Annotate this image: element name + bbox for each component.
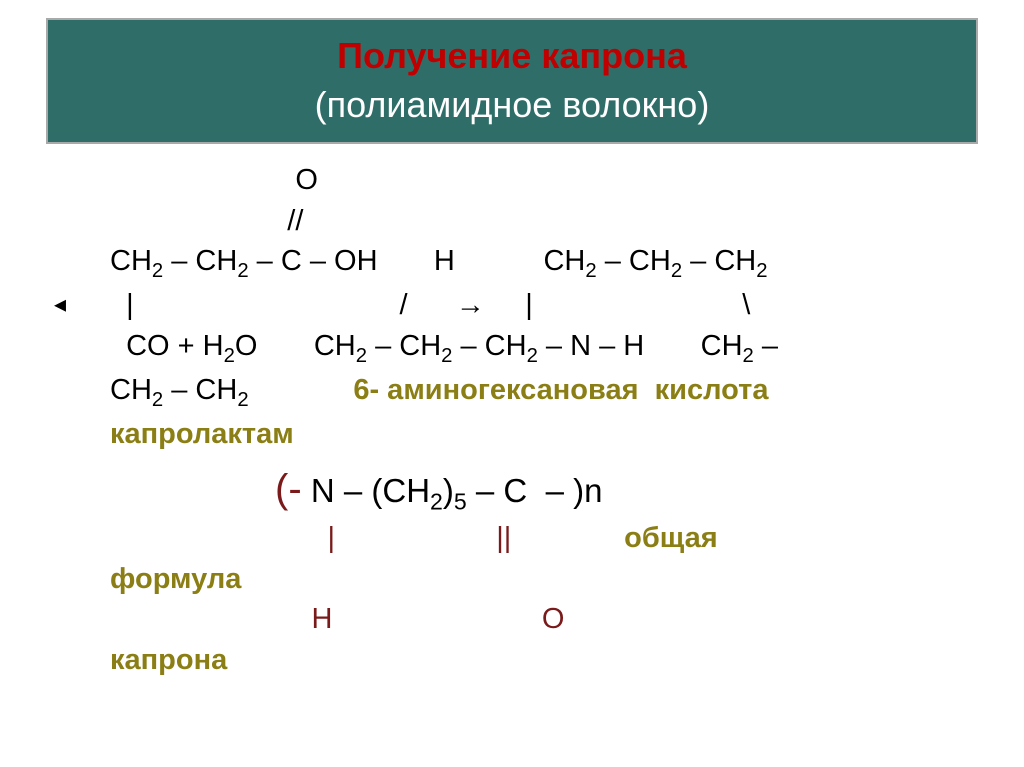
pad bbox=[511, 522, 624, 554]
double-bond: || bbox=[496, 522, 511, 554]
sub2: 2 bbox=[756, 260, 767, 282]
txt: – CH bbox=[452, 330, 526, 362]
atom-O: O bbox=[295, 164, 318, 196]
title-line-2: (полиамидное волокно) bbox=[48, 81, 976, 130]
label-kapron: капрона bbox=[110, 644, 227, 676]
label-general: общая bbox=[624, 522, 726, 554]
sub2: 2 bbox=[237, 389, 248, 411]
atom-H: H bbox=[311, 603, 332, 635]
title-line-1: Получение капрона bbox=[48, 32, 976, 81]
txt: CH bbox=[110, 245, 152, 277]
sub2: 2 bbox=[671, 260, 682, 282]
polymer-atoms-line: H O bbox=[110, 599, 990, 640]
chem-line-7: капролактам bbox=[110, 414, 990, 455]
sub2: 2 bbox=[743, 345, 754, 367]
txt: – N – H CH bbox=[538, 330, 743, 362]
polymer-line: (- N – (CH2)5 – C – )n bbox=[110, 461, 990, 518]
chem-line-1: O bbox=[110, 160, 990, 201]
txt: – bbox=[754, 330, 786, 362]
pad bbox=[335, 522, 496, 554]
chem-line-3: CH2 – CH2 – C – OH H CH2 – CH2 – CH2 bbox=[110, 241, 990, 285]
label-caprolactam: капролактам bbox=[110, 418, 294, 450]
single-bond: | bbox=[328, 522, 336, 554]
kapron-label-line: капрона bbox=[110, 640, 990, 681]
sub2: 2 bbox=[527, 345, 538, 367]
polymer-bonds-line: | || общая bbox=[110, 518, 990, 559]
pad bbox=[249, 374, 354, 406]
txt: – CH bbox=[682, 245, 756, 277]
txt: ) bbox=[443, 472, 454, 509]
pad bbox=[110, 603, 311, 635]
pad bbox=[110, 205, 287, 237]
sub2: 2 bbox=[152, 389, 163, 411]
sub2: 2 bbox=[237, 260, 248, 282]
sub2: 2 bbox=[152, 260, 163, 282]
sub2: 2 bbox=[356, 345, 367, 367]
chem-line-6: CH2 – CH2 6- аминогексановая кислота bbox=[110, 370, 990, 414]
pad bbox=[110, 522, 328, 554]
txt: – C – OH H CH bbox=[249, 245, 586, 277]
bullet-arrow-icon: ◂ bbox=[54, 290, 66, 319]
pad bbox=[110, 164, 295, 196]
title-header: Получение капрона (полиамидное волокно) bbox=[46, 18, 978, 144]
txt: CH bbox=[110, 374, 152, 406]
txt: – CH bbox=[367, 330, 441, 362]
chem-line-5: CO + H2O CH2 – CH2 – CH2 – N – H CH2 – bbox=[110, 326, 990, 370]
pad bbox=[332, 603, 542, 635]
atom-O: O bbox=[542, 603, 565, 635]
label-formula: формула bbox=[110, 563, 241, 595]
sub2: 2 bbox=[224, 345, 235, 367]
chem-line-4: | / → | \ bbox=[110, 285, 990, 326]
slide: Получение капрона (полиамидное волокно) … bbox=[0, 0, 1024, 767]
sub2: 2 bbox=[430, 489, 443, 515]
double-bond: // bbox=[287, 205, 303, 237]
txt: CO + H bbox=[110, 330, 224, 362]
formula-label-line: формула bbox=[110, 559, 990, 600]
txt: O CH bbox=[235, 330, 356, 362]
txt: – CH bbox=[163, 374, 237, 406]
sub2: 2 bbox=[441, 345, 452, 367]
txt: – C – )n bbox=[467, 472, 603, 509]
txt: – CH bbox=[163, 245, 237, 277]
label-acid: 6- аминогексановая кислота bbox=[353, 374, 768, 406]
txt: N – (CH bbox=[302, 472, 430, 509]
txt: – CH bbox=[597, 245, 671, 277]
paren-open: (- bbox=[275, 467, 302, 511]
chem-line-2: // bbox=[110, 201, 990, 242]
sub5: 5 bbox=[454, 489, 467, 515]
chemistry-body: O // CH2 – CH2 – C – OH H CH2 – CH2 – CH… bbox=[110, 160, 990, 680]
sub2: 2 bbox=[585, 260, 596, 282]
